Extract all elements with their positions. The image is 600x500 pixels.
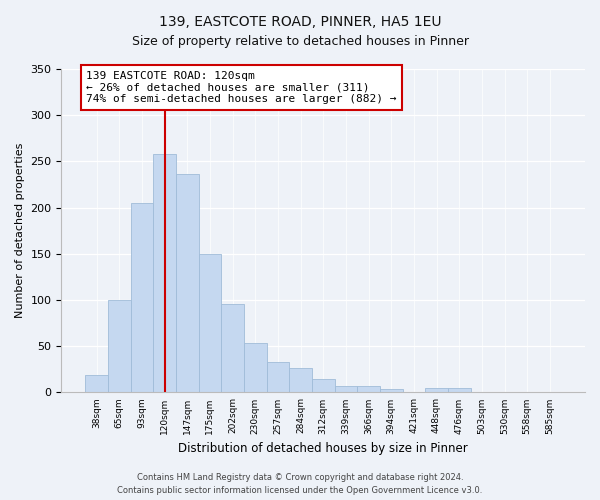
Text: Size of property relative to detached houses in Pinner: Size of property relative to detached ho… <box>131 35 469 48</box>
Bar <box>153 154 176 392</box>
Y-axis label: Number of detached properties: Number of detached properties <box>15 143 25 318</box>
Bar <box>244 344 266 392</box>
Bar <box>131 203 153 392</box>
Bar <box>425 388 448 392</box>
Bar <box>448 388 470 392</box>
Bar <box>380 388 403 392</box>
Bar <box>176 174 199 392</box>
Bar <box>312 378 335 392</box>
X-axis label: Distribution of detached houses by size in Pinner: Distribution of detached houses by size … <box>178 442 468 455</box>
Bar <box>335 386 357 392</box>
Bar <box>85 375 108 392</box>
Bar <box>357 386 380 392</box>
Text: 139, EASTCOTE ROAD, PINNER, HA5 1EU: 139, EASTCOTE ROAD, PINNER, HA5 1EU <box>159 15 441 29</box>
Bar <box>108 300 131 392</box>
Text: Contains HM Land Registry data © Crown copyright and database right 2024.
Contai: Contains HM Land Registry data © Crown c… <box>118 474 482 495</box>
Bar <box>266 362 289 392</box>
Bar <box>221 304 244 392</box>
Bar <box>199 254 221 392</box>
Bar <box>289 368 312 392</box>
Text: 139 EASTCOTE ROAD: 120sqm
← 26% of detached houses are smaller (311)
74% of semi: 139 EASTCOTE ROAD: 120sqm ← 26% of detac… <box>86 71 397 104</box>
